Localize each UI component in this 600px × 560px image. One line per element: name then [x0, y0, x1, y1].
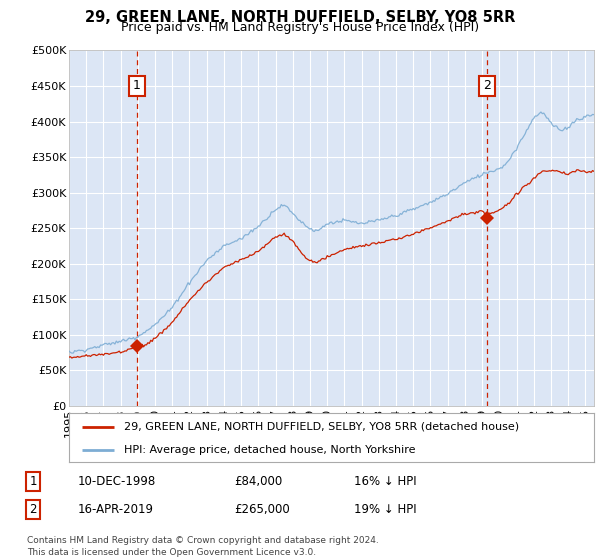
- Text: 10-DEC-1998: 10-DEC-1998: [78, 475, 156, 488]
- Text: 29, GREEN LANE, NORTH DUFFIELD, SELBY, YO8 5RR: 29, GREEN LANE, NORTH DUFFIELD, SELBY, Y…: [85, 10, 515, 25]
- Text: 29, GREEN LANE, NORTH DUFFIELD, SELBY, YO8 5RR (detached house): 29, GREEN LANE, NORTH DUFFIELD, SELBY, Y…: [124, 422, 519, 432]
- Text: Contains HM Land Registry data © Crown copyright and database right 2024.
This d: Contains HM Land Registry data © Crown c…: [27, 536, 379, 557]
- Text: Price paid vs. HM Land Registry's House Price Index (HPI): Price paid vs. HM Land Registry's House …: [121, 21, 479, 34]
- Text: 1: 1: [133, 80, 141, 92]
- Text: £265,000: £265,000: [234, 503, 290, 516]
- Text: 16-APR-2019: 16-APR-2019: [78, 503, 154, 516]
- Text: 1: 1: [29, 475, 37, 488]
- Text: 2: 2: [483, 80, 491, 92]
- Text: 16% ↓ HPI: 16% ↓ HPI: [354, 475, 416, 488]
- Text: £84,000: £84,000: [234, 475, 282, 488]
- Text: HPI: Average price, detached house, North Yorkshire: HPI: Average price, detached house, Nort…: [124, 445, 416, 455]
- Text: 19% ↓ HPI: 19% ↓ HPI: [354, 503, 416, 516]
- Text: 2: 2: [29, 503, 37, 516]
